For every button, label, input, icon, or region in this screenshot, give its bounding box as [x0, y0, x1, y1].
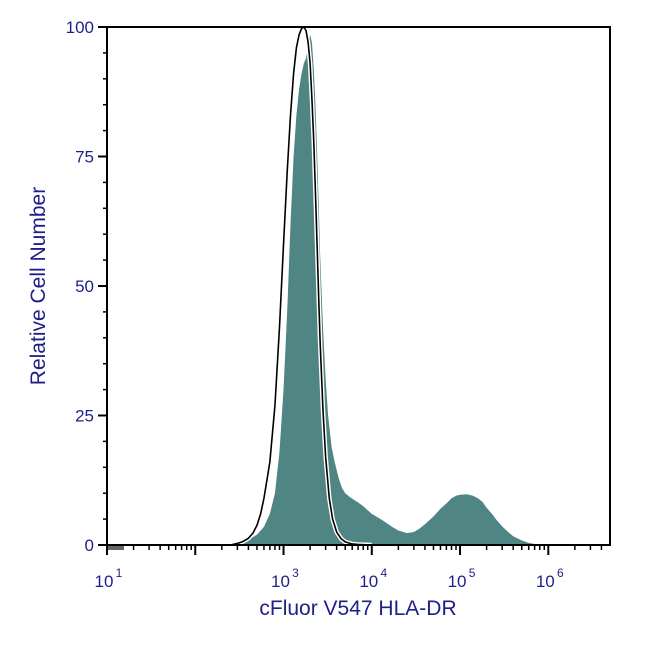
- svg-text:6: 6: [557, 566, 564, 580]
- x-tick-label: 10 4: [359, 566, 387, 591]
- svg-text:10: 10: [271, 572, 290, 591]
- svg-text:10: 10: [95, 572, 114, 591]
- series-1-line: [230, 26, 372, 546]
- svg-text:4: 4: [380, 566, 387, 580]
- plot-frame: [106, 26, 611, 546]
- x-tick-label: 10 6: [536, 566, 564, 591]
- x-tick-label: 10 1: [95, 566, 123, 591]
- x-tick-label: 10 3: [271, 566, 299, 591]
- y-tick-label: 50: [75, 277, 94, 296]
- svg-text:3: 3: [292, 566, 299, 580]
- y-tick-label: 25: [75, 407, 94, 426]
- series-0-fill-area: [230, 34, 545, 546]
- y-tick-label: 0: [85, 536, 94, 555]
- x-axis-title: cFluor V547 HLA-DR: [259, 597, 456, 620]
- svg-text:10: 10: [536, 572, 555, 591]
- svg-text:10: 10: [448, 572, 467, 591]
- y-tick-label: 75: [75, 148, 94, 167]
- y-axis-title: Relative Cell Number: [27, 187, 50, 385]
- y-tick-label: 100: [66, 18, 94, 37]
- svg-text:10: 10: [359, 572, 378, 591]
- svg-text:5: 5: [469, 566, 476, 580]
- x-tick-label: 10 5: [448, 566, 476, 591]
- svg-text:1: 1: [116, 566, 123, 580]
